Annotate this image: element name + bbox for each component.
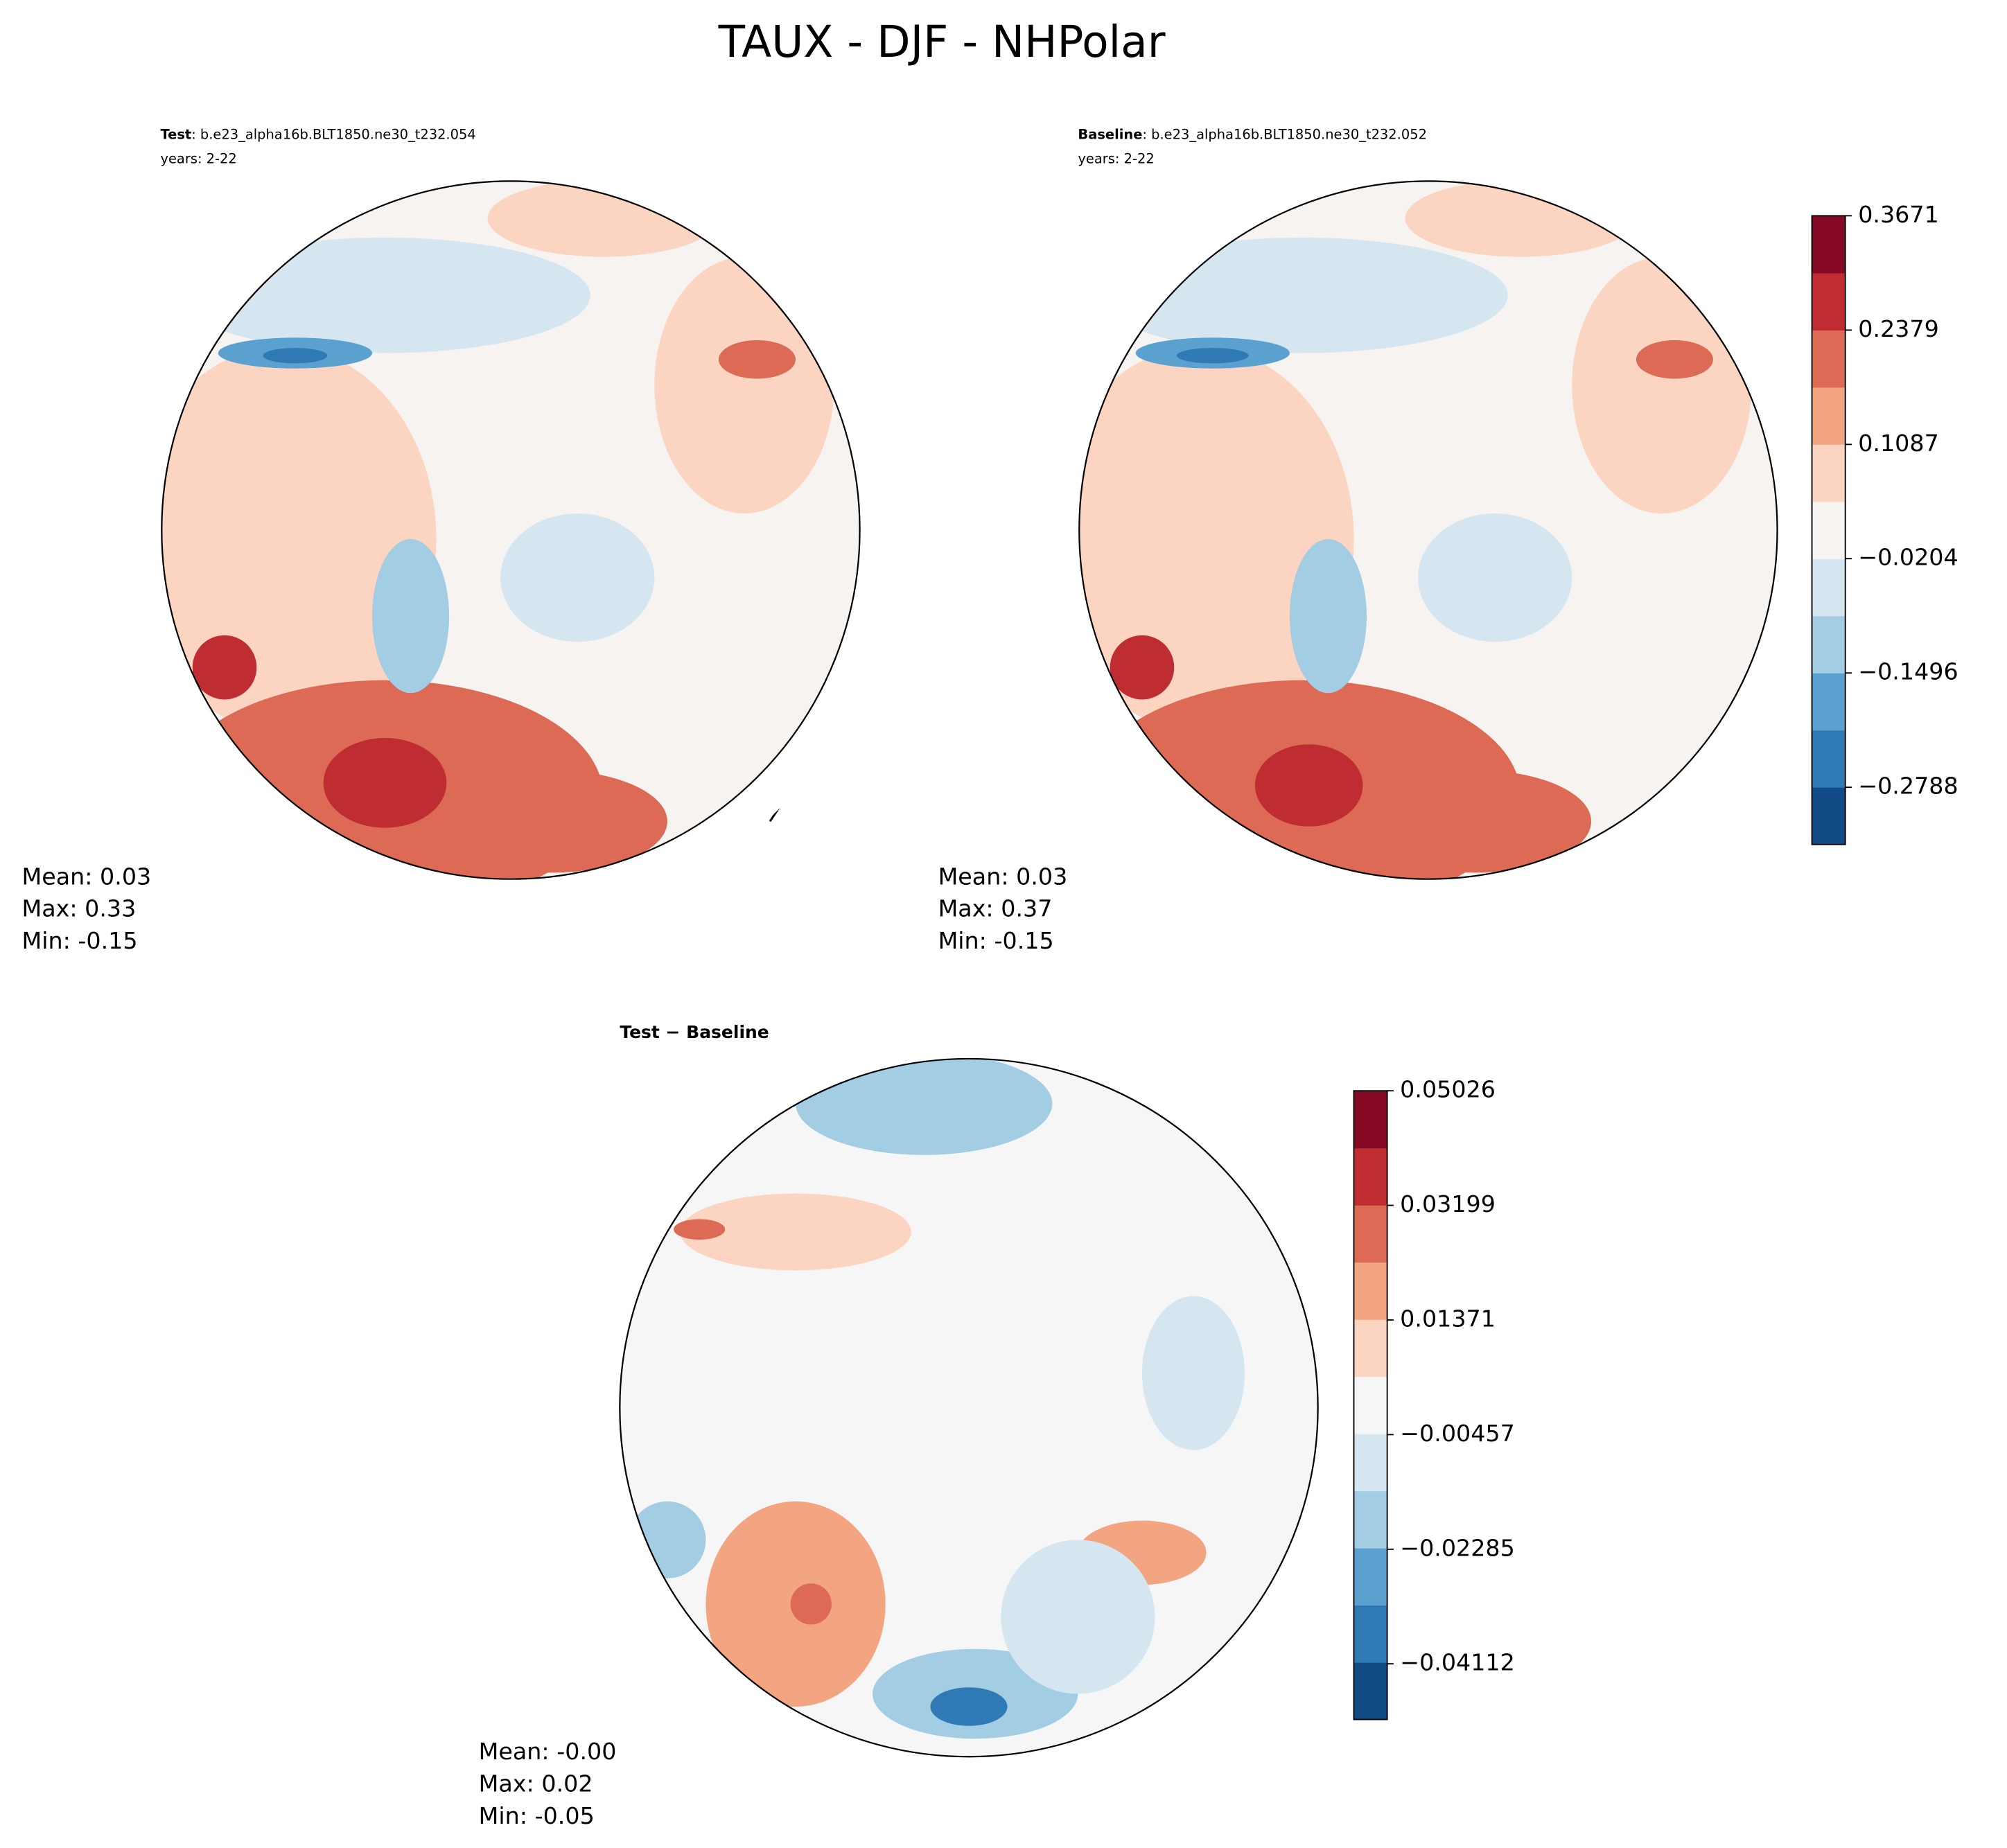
map <box>620 1058 1318 1757</box>
map <box>161 181 860 879</box>
stat: Max: 0.33 <box>21 895 136 922</box>
stat: Min: -0.15 <box>21 927 137 954</box>
colorbar-tick-label: 0.3671 <box>1858 201 1939 228</box>
colorbar-band <box>1353 1490 1387 1549</box>
stat: Min: -0.05 <box>479 1802 595 1829</box>
stat: Max: 0.02 <box>479 1770 593 1797</box>
map-boundary <box>619 1057 1319 1758</box>
map-boundary <box>1078 180 1778 880</box>
colorbar-band <box>1812 730 1846 788</box>
panel-case: : b.e23_alpha16b.BLT1850.ne30_t232.054 <box>191 126 476 142</box>
colorbar-band <box>1812 615 1846 674</box>
colorbar-band <box>1353 1376 1387 1434</box>
colorbar-band <box>1353 1605 1387 1663</box>
colorbar-tick-label: −0.0204 <box>1858 544 1958 571</box>
colorbar-band <box>1353 1434 1387 1492</box>
colorbar-frame <box>1811 215 1846 845</box>
colorbar-band <box>1812 215 1846 274</box>
colorbar-tick-label: −0.1496 <box>1858 658 1958 685</box>
stat: Mean: 0.03 <box>21 863 151 890</box>
stat: Mean: 0.03 <box>938 863 1068 890</box>
figure-title: TAUX - DJF - NHPolar <box>718 17 1166 67</box>
colorbar-band <box>1353 1091 1387 1149</box>
colorbar-band <box>1812 272 1846 331</box>
panel-name: Baseline <box>1078 126 1142 142</box>
panel-label: Baseline: b.e23_alpha16b.BLT1850.ne30_t2… <box>1078 126 1427 142</box>
panel-name: Test <box>160 126 191 142</box>
colorbar-tick-label: −0.00457 <box>1400 1420 1515 1447</box>
colorbar-tick-label: 0.1087 <box>1858 430 1939 457</box>
colorbar-tick-label: 0.01371 <box>1400 1305 1496 1332</box>
stat: Min: -0.15 <box>938 927 1054 954</box>
colorbar-band <box>1812 330 1846 388</box>
colorbar-band <box>1353 1147 1387 1206</box>
panel-years: years: 2-22 <box>1078 150 1154 166</box>
map <box>1079 181 1778 879</box>
colorbar-tick-label: −0.2788 <box>1858 773 1958 800</box>
colorbar-band <box>1353 1205 1387 1263</box>
stat: Mean: -0.00 <box>479 1738 617 1765</box>
panel-years: years: 2-22 <box>160 150 236 166</box>
colorbar-band <box>1353 1548 1387 1606</box>
colorbar-band <box>1812 787 1846 845</box>
colorbar-tick-label: 0.05026 <box>1400 1076 1496 1103</box>
colorbar-band <box>1812 387 1846 445</box>
colorbar-tick-label: 0.2379 <box>1858 315 1939 342</box>
colorbar-band <box>1812 673 1846 731</box>
colorbar-tick-label: 0.03199 <box>1400 1190 1496 1217</box>
colorbar-frame <box>1353 1090 1388 1721</box>
colorbar-band <box>1353 1319 1387 1378</box>
stat: Max: 0.37 <box>938 895 1053 922</box>
map-boundary <box>161 180 861 880</box>
colorbar-band <box>1353 1262 1387 1320</box>
colorbar-tick-label: −0.04112 <box>1400 1649 1515 1676</box>
colorbar-band <box>1812 444 1846 502</box>
panel-case: : b.e23_alpha16b.BLT1850.ne30_t232.052 <box>1142 126 1427 142</box>
panel-name: Test − Baseline <box>620 1022 769 1042</box>
colorbar-band <box>1812 501 1846 559</box>
colorbar-tick-label: −0.02285 <box>1400 1534 1515 1561</box>
panel-label: Test: b.e23_alpha16b.BLT1850.ne30_t232.0… <box>160 126 475 142</box>
colorbar-band <box>1812 558 1846 617</box>
colorbar-band <box>1353 1662 1387 1721</box>
